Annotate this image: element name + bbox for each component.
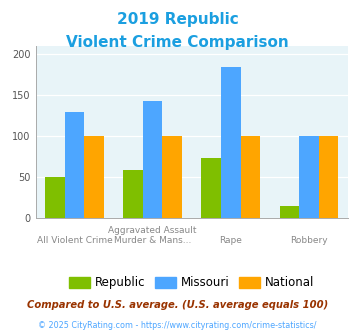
- Bar: [163, 136, 182, 218]
- Text: 2019 Republic: 2019 Republic: [117, 12, 238, 26]
- Bar: [299, 136, 319, 218]
- Text: Robbery: Robbery: [290, 236, 328, 245]
- Text: Violent Crime Comparison: Violent Crime Comparison: [66, 35, 289, 50]
- Bar: [241, 136, 260, 218]
- Bar: [84, 136, 104, 218]
- Text: Compared to U.S. average. (U.S. average equals 100): Compared to U.S. average. (U.S. average …: [27, 300, 328, 310]
- Text: All Violent Crime: All Violent Crime: [37, 236, 113, 245]
- Text: Rape: Rape: [219, 236, 242, 245]
- Text: Murder & Mans...: Murder & Mans...: [114, 236, 191, 245]
- Bar: [124, 170, 143, 218]
- Bar: [45, 177, 65, 218]
- Text: © 2025 CityRating.com - https://www.cityrating.com/crime-statistics/: © 2025 CityRating.com - https://www.city…: [38, 321, 317, 330]
- Bar: [280, 206, 299, 218]
- Legend: Republic, Missouri, National: Republic, Missouri, National: [64, 272, 319, 294]
- Bar: [65, 112, 84, 218]
- Bar: [143, 101, 163, 218]
- Text: Aggravated Assault: Aggravated Assault: [108, 226, 197, 235]
- Bar: [221, 67, 241, 218]
- Bar: [319, 136, 338, 218]
- Bar: [202, 158, 221, 218]
